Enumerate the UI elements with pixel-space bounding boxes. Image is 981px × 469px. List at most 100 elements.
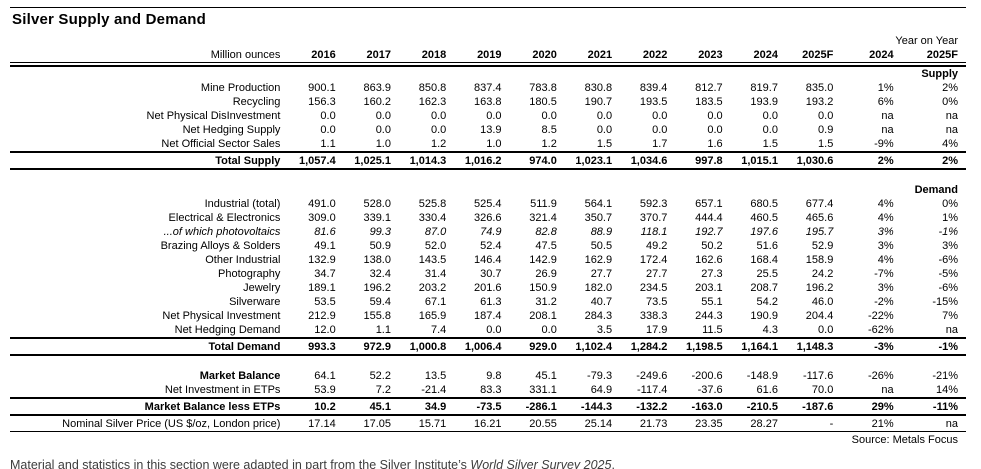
row-label: Market Balance	[199, 370, 281, 382]
value-cell: -200.6	[691, 370, 723, 382]
yoy-cell: 4%	[942, 138, 958, 150]
table-row: Market Balance less ETPs 10.2 45.1 34.9 -73.…	[10, 400, 966, 415]
yoy-cell: na	[945, 324, 958, 336]
value-cell: 234.5	[639, 282, 668, 294]
value-cell: 25.14	[584, 418, 613, 430]
value-cell: 190.7	[584, 96, 613, 108]
yoy-cell: 0%	[942, 198, 958, 210]
value-cell: -	[829, 418, 834, 430]
value-cell: 138.0	[363, 254, 391, 266]
row-label: Nominal Silver Price (US $/oz, London pr…	[62, 418, 281, 430]
value-cell: 4.3	[762, 324, 778, 336]
value-cell: 88.9	[590, 226, 613, 238]
divider-rule	[10, 151, 966, 154]
section-header-row: Supply	[10, 66, 966, 81]
value-cell: 118.1	[640, 226, 668, 238]
table-row: Silverware 53.5 59.4 67.1 61.3 31.2 40.7 73.5 55…	[10, 295, 966, 309]
yoy-cell: na	[881, 124, 894, 136]
value-cell: 0.0	[818, 110, 834, 122]
value-cell: 21.73	[639, 418, 668, 430]
value-cell: 0.0	[707, 110, 723, 122]
value-cell: 1.7	[652, 138, 668, 150]
value-cell: 0.9	[818, 124, 834, 136]
row-label: Electrical & Electronics	[168, 212, 281, 224]
yoy-cell: -9%	[874, 138, 894, 150]
value-cell: 51.6	[756, 240, 778, 252]
value-cell: 24.2	[811, 268, 834, 280]
value-cell: 993.3	[308, 341, 336, 353]
yoy-cell: 2%	[877, 155, 894, 167]
value-cell: 1.5	[596, 138, 613, 150]
value-cell: 180.5	[529, 96, 557, 108]
row-label: Photography	[218, 268, 281, 280]
value-cell: 1,030.6	[796, 155, 834, 167]
value-cell: 929.0	[529, 341, 557, 353]
value-cell: -163.0	[691, 401, 723, 413]
table-row: Net Hedging Demand 12.0 1.1 7.4 0.0 0.0 3.5 17.…	[10, 323, 966, 338]
value-cell: 165.9	[418, 310, 447, 322]
yoy-cell: -7%	[874, 268, 894, 280]
value-cell: 1.2	[430, 138, 447, 150]
yoy-cell: 2%	[942, 82, 958, 94]
value-cell: 182.0	[584, 282, 613, 294]
yoy-cell: -6%	[938, 282, 958, 294]
value-cell: 59.4	[369, 296, 391, 308]
spacer-cell	[10, 171, 966, 183]
rule-cell	[10, 354, 966, 357]
value-cell: 160.2	[363, 96, 391, 108]
value-cell: 0.0	[707, 124, 723, 136]
value-cell: 564.1	[584, 198, 613, 210]
value-cell: 284.3	[584, 310, 613, 322]
table-row: Total Demand 993.3 972.9 1,000.8 1,006.4 929.…	[10, 340, 966, 355]
value-cell: 162.3	[418, 96, 447, 108]
divider-rule	[10, 397, 966, 400]
table-row: Net Official Sector Sales 1.1 1.0 1.2 1.0 1.2…	[10, 137, 966, 152]
value-cell: 1.5	[762, 138, 778, 150]
value-cell: 338.3	[639, 310, 668, 322]
value-cell: 197.6	[750, 226, 778, 238]
value-cell: 155.8	[363, 310, 391, 322]
value-cell: 54.2	[756, 296, 778, 308]
silver-supply-demand-table: Year on Year Million ounces 2016 2017 2018 2…	[10, 35, 966, 448]
value-cell: 12.0	[314, 324, 336, 336]
yoy-cell: -1%	[938, 226, 958, 238]
value-cell: 1,006.4	[464, 341, 502, 353]
value-cell: 850.8	[418, 82, 447, 94]
value-cell: 49.2	[645, 240, 668, 252]
value-cell: 99.3	[369, 226, 391, 238]
value-cell: 0.0	[652, 110, 668, 122]
divider-rule	[10, 354, 966, 357]
table-row: Industrial (total) 491.0 528.0 525.8 525.4 51…	[10, 197, 966, 211]
value-cell: 55.1	[701, 296, 723, 308]
value-cell: 30.7	[480, 268, 502, 280]
value-cell: 10.2	[314, 401, 336, 413]
value-cell: 0.0	[596, 110, 613, 122]
value-cell: 350.7	[584, 212, 613, 224]
year-on-year-label: Year on Year	[895, 35, 958, 47]
value-cell: 52.2	[369, 370, 391, 382]
value-cell: 657.1	[695, 198, 723, 210]
yoy-cell: na	[945, 110, 958, 122]
value-cell: 81.6	[314, 226, 336, 238]
row-label: ...of which photovoltaics	[163, 226, 281, 238]
yoy-cell: 7%	[942, 310, 958, 322]
yoy-cell: 1%	[877, 82, 894, 94]
section-label: Supply	[921, 68, 958, 80]
value-cell: 997.8	[695, 155, 723, 167]
value-cell: 192.7	[695, 226, 723, 238]
value-cell: -187.6	[802, 401, 834, 413]
value-cell: 162.9	[584, 254, 613, 266]
row-label: Industrial (total)	[204, 198, 281, 210]
value-cell: 17.14	[308, 418, 336, 430]
value-cell: 83.3	[480, 384, 502, 396]
value-cell: 1,148.3	[796, 341, 834, 353]
value-cell: 52.0	[424, 240, 447, 252]
yoy-cell: 4%	[877, 198, 894, 210]
value-cell: 13.9	[480, 124, 502, 136]
yoy-cell: na	[881, 110, 894, 122]
table-row: Mine Production 900.1 863.9 850.8 837.4 783.8…	[10, 81, 966, 95]
yoy-cell: 3%	[877, 226, 894, 238]
value-cell: 0.0	[320, 110, 336, 122]
value-cell: -144.3	[580, 401, 613, 413]
value-cell: 331.1	[529, 384, 557, 396]
